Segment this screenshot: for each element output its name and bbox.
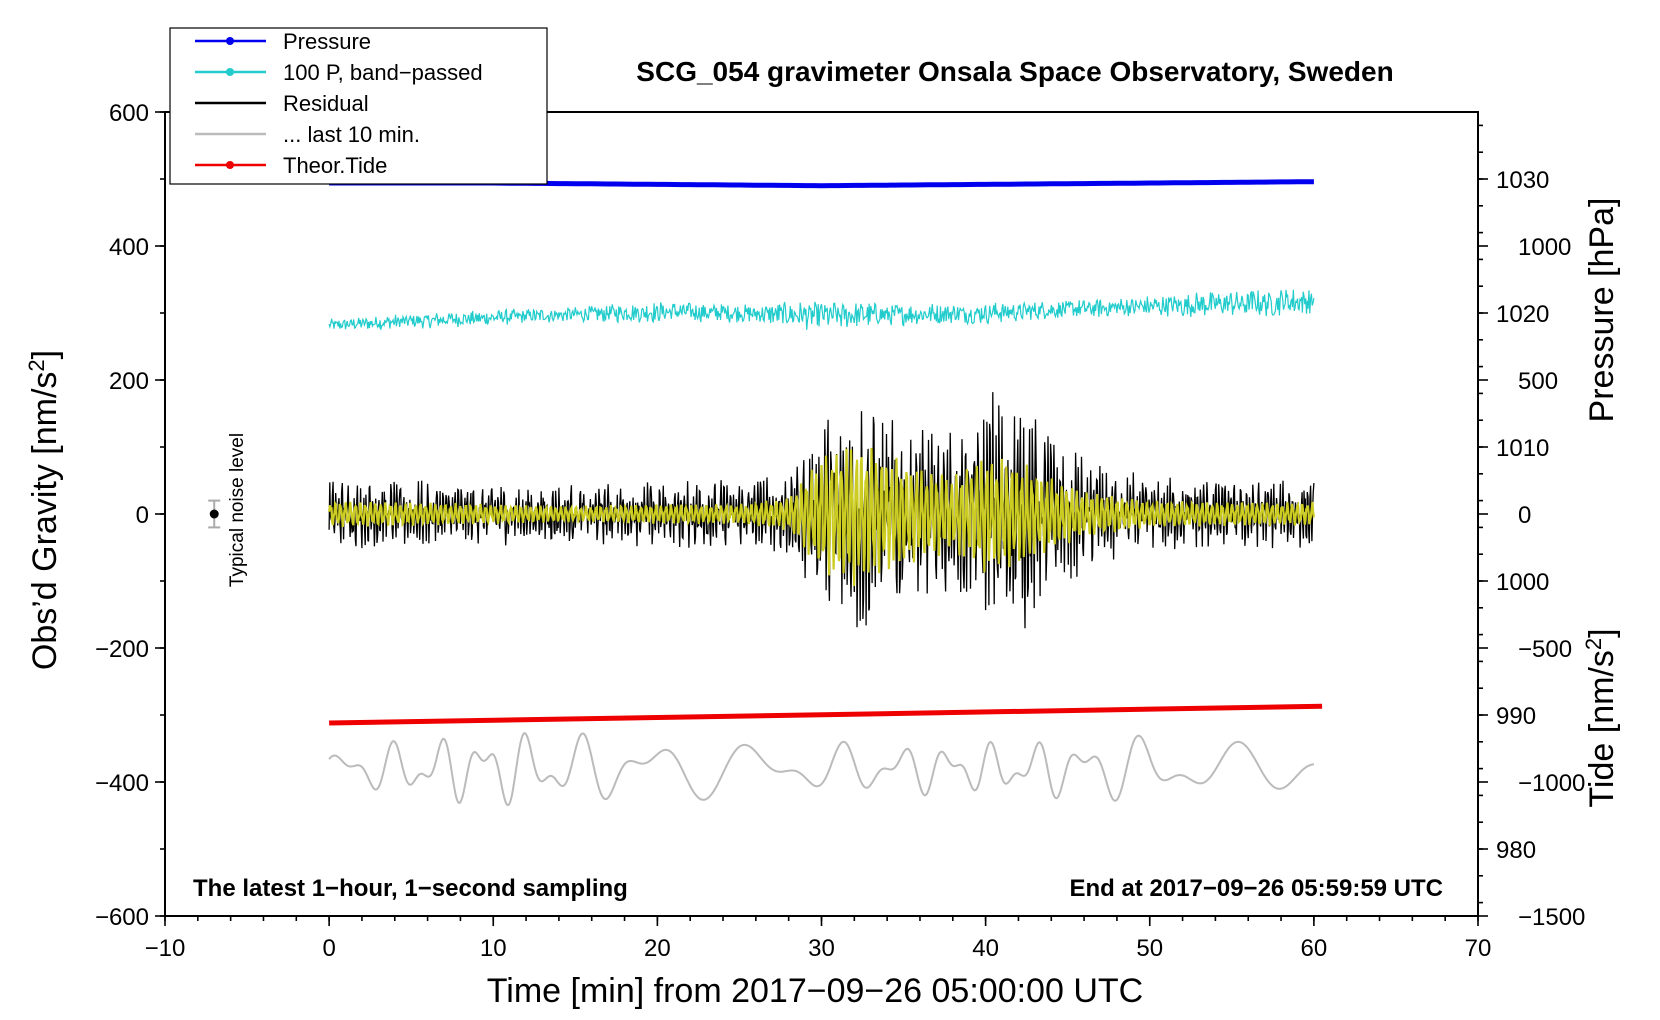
series-residual-low-passed [328, 447, 1315, 587]
legend-label-0: Pressure [283, 29, 371, 54]
series-band-passed-pressure [328, 289, 1315, 330]
y-axis-title-left: Obs’d Gravity [nm/s2] [24, 350, 65, 670]
y-left-tick-label-2: 200 [109, 368, 149, 395]
annotation-sampling: The latest 1−hour, 1−second sampling [193, 875, 628, 902]
tide-tick-label-5: −1500 [1518, 904, 1585, 931]
x-tick-label-8: 70 [1465, 935, 1492, 962]
noise-marker [208, 499, 221, 529]
pressure-tick-label-3: 1000 [1496, 569, 1549, 596]
tide-tick-label-4: −1000 [1518, 770, 1585, 797]
y-axis-title-left-close: ] [26, 350, 64, 359]
y-axis-title-left-main: Obs’d Gravity [nm/s [26, 372, 64, 671]
legend: Pressure 100 P, band−passed Residual ... la… [169, 27, 548, 185]
y-axis-title-left-sup: 2 [24, 359, 49, 371]
ticks-layer: −10 0 10 20 30 40 50 60 706004002000−200−400−600… [95, 100, 1585, 962]
y-axis-title-tide-sup: 2 [1581, 638, 1606, 650]
legend-label-2: Residual [283, 91, 369, 116]
pressure-tick-label-0: 1030 [1496, 167, 1549, 194]
legend-marker-1 [226, 68, 234, 76]
series-last-10-min [328, 732, 1314, 807]
legend-marker-4 [226, 161, 234, 169]
noise-level-label: Typical noise level [227, 433, 248, 587]
pressure-tick-label-5: 980 [1496, 837, 1536, 864]
legend-label-1: 100 P, band−passed [283, 60, 483, 85]
y-left-tick-label-0: 600 [109, 100, 149, 127]
x-tick-label-0: −10 [145, 935, 186, 962]
x-tick-label-6: 50 [1136, 935, 1163, 962]
tide-tick-label-1: 500 [1518, 368, 1558, 395]
legend-label-4: Theor.Tide [283, 153, 387, 178]
legend-label-3: ... last 10 min. [283, 122, 420, 147]
annotation-end-time: End at 2017−09−26 05:59:59 UTC [1069, 875, 1443, 902]
y-axis-title-pressure: Pressure [hPa] [1583, 198, 1621, 423]
y-left-tick-label-1: 400 [109, 234, 149, 261]
pressure-tick-label-2: 1010 [1496, 435, 1549, 462]
y-left-tick-label-4: −200 [95, 636, 149, 663]
y-left-tick-label-6: −600 [95, 904, 149, 931]
y-left-tick-label-5: −400 [95, 770, 149, 797]
chart-title: SCG_054 gravimeter Onsala Space Observat… [636, 56, 1393, 87]
x-tick-label-1: 0 [322, 935, 335, 962]
series-theor-tide [329, 703, 1323, 726]
y-axis-title-tide-close: ] [1583, 628, 1621, 637]
series-layer [328, 179, 1323, 807]
tide-tick-label-0: 1000 [1518, 234, 1571, 261]
tide-tick-label-3: −500 [1518, 636, 1572, 663]
y-left-tick-label-3: 0 [136, 502, 149, 529]
x-tick-label-5: 40 [972, 935, 999, 962]
x-axis-title: Time [min] from 2017−09−26 05:00:00 UTC [487, 972, 1143, 1010]
noise-dot [209, 509, 219, 519]
x-tick-label-2: 10 [480, 935, 507, 962]
pressure-tick-label-1: 1020 [1496, 301, 1549, 328]
x-tick-label-4: 30 [808, 935, 835, 962]
x-tick-label-7: 60 [1301, 935, 1328, 962]
legend-box [169, 27, 548, 185]
y-axis-title-tide: Tide [nm/s2] [1581, 628, 1622, 807]
pressure-tick-label-4: 990 [1496, 703, 1536, 730]
y-axis-title-tide-main: Tide [nm/s [1583, 650, 1621, 807]
legend-marker-0 [226, 37, 234, 45]
x-tick-label-3: 20 [644, 935, 671, 962]
tide-tick-label-2: 0 [1518, 502, 1531, 529]
